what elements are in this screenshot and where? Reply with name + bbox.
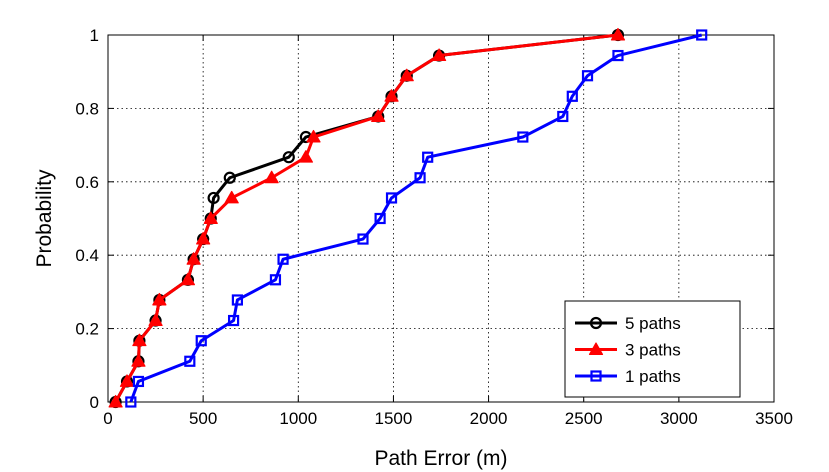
series-1-paths (125, 29, 708, 408)
data-point-3-paths (264, 170, 279, 184)
data-point-1-paths (184, 355, 196, 367)
data-point-5-paths (282, 151, 295, 164)
x-tick-label: 0 (103, 409, 112, 428)
x-tick-label: 1000 (279, 409, 317, 428)
data-point-1-paths (385, 192, 398, 204)
data-point-1-paths (125, 396, 137, 408)
legend-marker-1-paths (590, 370, 602, 382)
data-point-3-paths (431, 48, 447, 62)
series-3-paths (108, 27, 626, 408)
data-point-1-paths (517, 131, 529, 143)
y-tick-label: 0 (90, 393, 99, 412)
data-point-1-paths (132, 375, 145, 388)
plot-area-frame (107, 34, 775, 403)
data-point-3-paths (203, 211, 218, 224)
axis-ticks: 0 500 1000 1500 2000 2500 3000 3500 0 0.2 0.4 0.6 0.… (75, 26, 793, 428)
data-point-1-paths (231, 294, 243, 306)
x-tick-label: 3500 (755, 409, 793, 428)
data-point-1-paths (696, 29, 708, 41)
y-tick-label: 0.8 (75, 99, 99, 118)
data-point-1-paths (227, 314, 240, 327)
data-point-3-paths (186, 252, 201, 265)
series-line-1-paths (129, 33, 703, 403)
y-axis-label: Probability (33, 169, 56, 268)
legend-marker-3-paths (588, 342, 604, 355)
data-point-3-paths (148, 313, 163, 327)
x-tick-label: 500 (189, 409, 217, 428)
legend-item-3-paths: 3 paths (575, 341, 681, 360)
data-point-1-paths (357, 233, 369, 245)
data-point-3-paths (196, 231, 211, 245)
data-point-3-paths (298, 150, 313, 163)
data-point-1-paths (612, 49, 624, 62)
legend-label-5-paths: 5 paths (625, 314, 681, 333)
data-point-5-paths (207, 191, 220, 205)
data-point-3-paths (306, 129, 321, 143)
y-tick-label: 0.4 (75, 246, 99, 265)
data-point-1-paths (277, 253, 289, 265)
data-point-3-paths (399, 68, 414, 82)
legend-item-1-paths: 1 paths (575, 367, 681, 386)
x-tick-label: 3000 (660, 409, 698, 428)
x-tick-label: 2000 (470, 409, 508, 428)
legend-marker-5-paths (589, 316, 603, 330)
legend-item-5-paths: 5 paths (575, 314, 681, 333)
y-tick-label: 1 (90, 26, 99, 45)
data-point-1-paths (422, 151, 434, 163)
data-point-1-paths (195, 335, 207, 347)
series-group (108, 27, 708, 409)
legend-label-3-paths: 3 paths (625, 341, 681, 360)
legend: 5 paths 3 paths 1 paths (564, 300, 741, 398)
data-point-1-paths (581, 70, 594, 82)
data-point-1-paths (374, 212, 386, 225)
data-point-5-paths (223, 171, 236, 184)
data-point-3-paths (132, 333, 147, 347)
data-point-3-paths (119, 374, 135, 387)
data-point-3-paths (224, 190, 239, 204)
data-point-1-paths (557, 110, 569, 123)
data-point-3-paths (180, 272, 196, 286)
data-point-3-paths (131, 354, 146, 367)
data-point-3-paths (371, 109, 386, 122)
x-tick-label: 2500 (565, 409, 603, 428)
data-point-1-paths (566, 90, 578, 102)
x-tick-label: 1500 (375, 409, 413, 428)
data-point-3-paths (152, 292, 167, 306)
y-tick-label: 0.6 (75, 173, 99, 192)
data-point-3-paths (610, 27, 626, 41)
legend-label-1-paths: 1 paths (625, 367, 681, 386)
data-point-3-paths (108, 394, 123, 408)
data-point-1-paths (269, 274, 282, 286)
x-axis-label: Path Error (m) (374, 447, 507, 470)
data-point-1-paths (414, 172, 426, 184)
data-point-3-paths (384, 89, 399, 102)
y-tick-label: 0.2 (75, 320, 99, 339)
